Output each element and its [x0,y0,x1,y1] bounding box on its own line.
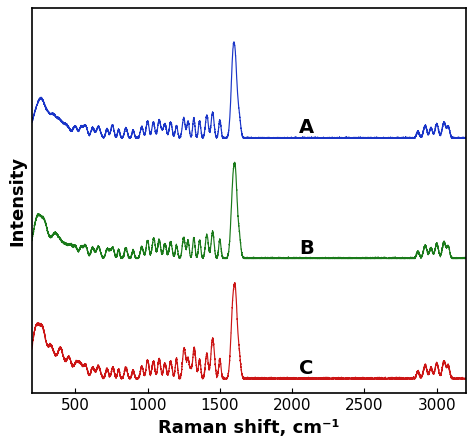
X-axis label: Raman shift, cm⁻¹: Raman shift, cm⁻¹ [158,419,339,437]
Text: A: A [300,118,315,137]
Text: C: C [300,359,314,378]
Y-axis label: Intensity: Intensity [9,156,27,246]
Text: B: B [300,239,314,258]
